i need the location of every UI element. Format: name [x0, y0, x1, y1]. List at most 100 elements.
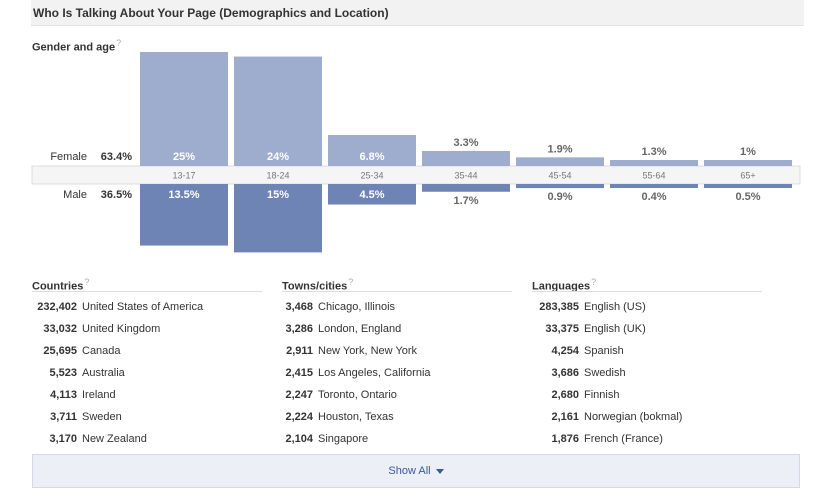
list-item-name[interactable]: Canada [82, 345, 121, 357]
female-bar-45-54 [516, 157, 604, 166]
list-item-name[interactable]: United States of America [82, 301, 204, 313]
list-item: 3,170 New Zealand [32, 433, 267, 455]
male-bar-35-44 [422, 184, 510, 192]
list-item-count: 3,686 [551, 367, 579, 379]
male-value-label: 13.5% [168, 189, 199, 201]
list-item-count: 2,247 [285, 389, 313, 401]
help-icon[interactable]: ? [84, 277, 90, 287]
list-item: 5,523 Australia [32, 367, 267, 389]
list-item-count: 232,402 [37, 301, 77, 313]
list-item: 3,711 Sweden [32, 411, 267, 433]
list-item-name[interactable]: Australia [82, 367, 125, 379]
list-item-count: 2,104 [285, 433, 313, 445]
list-item-name[interactable]: Toronto, Ontario [318, 389, 397, 401]
male-bar-45-54 [516, 184, 604, 189]
male-percent: 36.5% [101, 189, 132, 201]
female-value-label: 3.3% [453, 137, 478, 149]
divider [282, 291, 512, 292]
gender-age-title: Gender and age? [32, 38, 122, 54]
list-item: 2,247 Toronto, Ontario [282, 389, 517, 411]
list-item-name[interactable]: French (France) [584, 433, 663, 445]
list-item-count: 3,286 [285, 323, 313, 335]
list-item: 25,695 Canada [32, 345, 267, 367]
list-item: 33,032 United Kingdom [32, 323, 267, 345]
age-tick-label: 25-34 [360, 171, 383, 181]
countries-title: Countries? [32, 277, 90, 293]
list-item: 2,415 Los Angeles, California [282, 367, 517, 389]
list-item-count: 1,876 [551, 433, 579, 445]
divider [532, 291, 762, 292]
list-item: 2,161 Norwegian (bokmal) [532, 411, 767, 433]
male-label: Male [63, 189, 87, 201]
female-bar-25-34 [328, 134, 416, 166]
languages-list: Languages? 283,385 English (US) 33,375 Engl… [532, 277, 767, 447]
list-item-count: 2,161 [551, 411, 579, 423]
female-value-label: 1.3% [641, 146, 666, 158]
list-item: 2,911 New York, New York [282, 345, 517, 367]
male-value-label: 0.9% [547, 191, 572, 203]
age-tick-label: 65+ [740, 171, 755, 181]
list-item-count: 4,254 [551, 345, 579, 357]
list-item: 3,468 Chicago, Illinois [282, 301, 517, 323]
male-value-label: 1.7% [453, 195, 478, 207]
section-header-title: Who Is Talking About Your Page (Demograp… [33, 6, 389, 20]
male-bar-65+ [704, 184, 792, 188]
list-item-name[interactable]: New York, New York [318, 345, 418, 357]
show-all-label: Show All [388, 465, 431, 477]
list-item-name[interactable]: Finnish [584, 389, 620, 401]
female-value-label: 1% [740, 146, 756, 158]
help-icon[interactable]: ? [348, 277, 354, 287]
list-item-name[interactable]: Norwegian (bokmal) [584, 411, 683, 423]
list-item-name[interactable]: Ireland [82, 389, 116, 401]
list-item: 4,254 Spanish [532, 345, 767, 367]
list-item-name[interactable]: Houston, Texas [318, 411, 394, 423]
list-item-count: 2,415 [285, 367, 313, 379]
male-bar-13-17 [140, 184, 228, 246]
section-header: Who Is Talking About Your Page (Demograp… [31, 0, 804, 26]
list-item-count: 2,911 [286, 345, 313, 357]
age-tick-label: 18-24 [266, 171, 289, 181]
female-label: Female [50, 151, 87, 163]
list-item-count: 3,468 [285, 301, 313, 313]
female-value-label: 1.9% [547, 143, 572, 155]
show-all-button[interactable]: Show All [32, 454, 800, 488]
list-item: 3,286 London, England [282, 323, 517, 345]
list-item: 232,402 United States of America [32, 301, 267, 323]
list-item-name[interactable]: Singapore [318, 433, 369, 445]
list-item: 2,224 Houston, Texas [282, 411, 517, 433]
list-item-name[interactable]: Sweden [82, 411, 122, 423]
list-item-name[interactable]: New Zealand [82, 433, 147, 445]
male-bar-55-64 [610, 184, 698, 188]
help-icon[interactable]: ? [591, 277, 597, 287]
list-item-count: 3,711 [50, 411, 77, 423]
list-item-name[interactable]: Los Angeles, California [318, 367, 431, 379]
list-item-name[interactable]: London, England [318, 323, 402, 335]
list-item-count: 5,523 [49, 367, 77, 379]
caret-down-icon [435, 468, 444, 474]
cities-list: Towns/cities? 3,468 Chicago, Illinois 3,28… [282, 277, 517, 447]
female-value-label: 25% [173, 151, 195, 163]
list-item-name[interactable]: English (US) [584, 301, 646, 313]
female-value-label: 6.8% [359, 151, 384, 163]
male-value-label: 4.5% [359, 189, 384, 201]
list-item-name[interactable]: Chicago, Illinois [318, 301, 396, 313]
list-item-name[interactable]: English (UK) [584, 323, 646, 335]
female-bar-55-64 [610, 160, 698, 166]
list-item-count: 33,375 [545, 323, 579, 335]
languages-title: Languages? [532, 277, 597, 293]
age-axis-band [31, 165, 801, 185]
list-item-count: 3,170 [49, 433, 77, 445]
age-tick-label: 13-17 [172, 171, 195, 181]
list-item-name[interactable]: Swedish [584, 367, 626, 379]
help-icon[interactable]: ? [116, 38, 122, 48]
list-item-count: 4,113 [50, 389, 77, 401]
male-bar-18-24 [234, 184, 322, 253]
list-item-name[interactable]: United Kingdom [82, 323, 161, 335]
list-item-count: 33,032 [43, 323, 77, 335]
divider [32, 291, 262, 292]
male-bar-25-34 [328, 184, 416, 205]
male-value-label: 0.4% [641, 191, 666, 203]
list-item-name[interactable]: Spanish [584, 345, 624, 357]
female-percent: 63.4% [101, 151, 132, 163]
list-item-count: 2,224 [285, 411, 313, 423]
